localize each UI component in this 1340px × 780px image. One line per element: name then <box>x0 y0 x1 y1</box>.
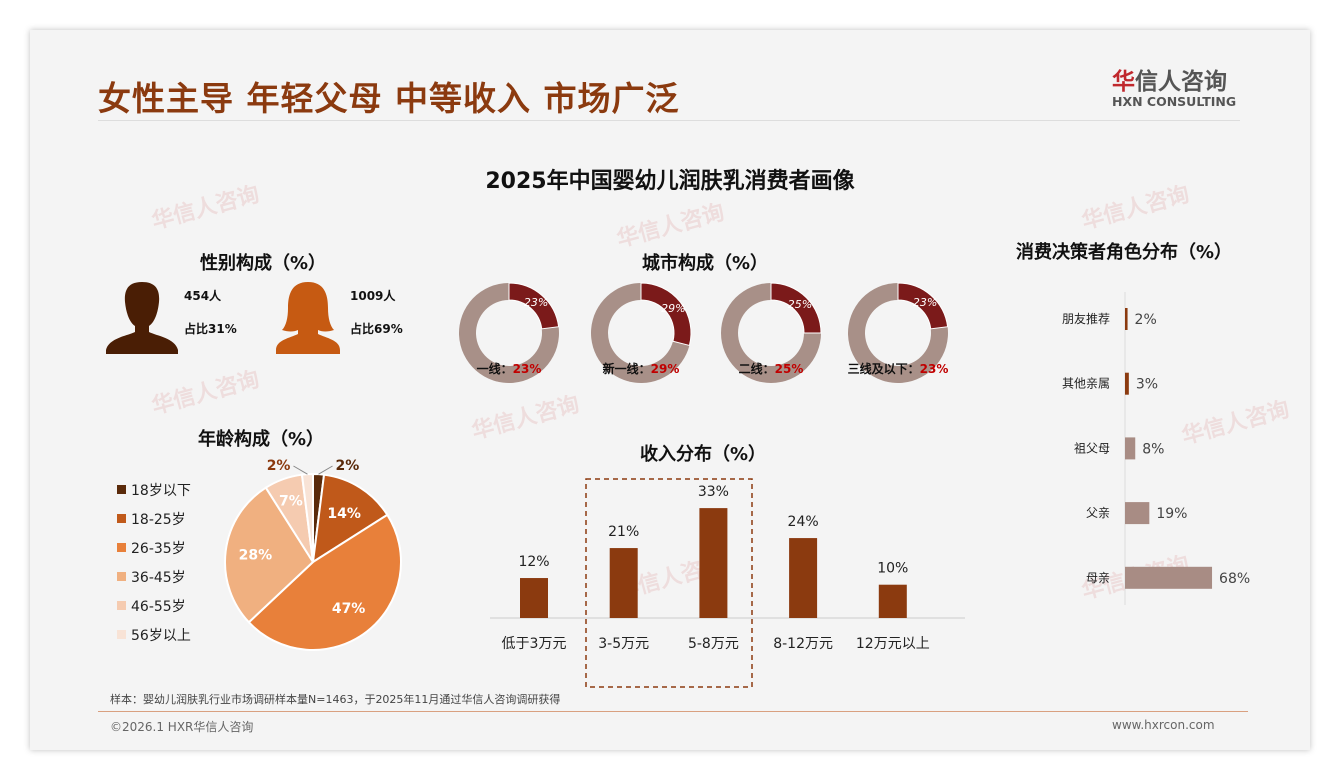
pie-label: 47% <box>332 601 366 617</box>
website-url: www.hxrcon.com <box>1112 718 1215 732</box>
decision-bar <box>1125 502 1150 525</box>
sample-note: 样本：婴幼儿润肤乳行业市场调研样本量N=1463，于2025年11月通过华信人咨… <box>110 693 561 706</box>
donut-segment <box>770 282 822 334</box>
male-share: 占比31% <box>184 322 237 336</box>
legend-label: 36-45岁 <box>131 570 186 586</box>
income-value-label: 21% <box>608 524 639 540</box>
decision-category-label: 母亲 <box>1086 571 1110 585</box>
decision-category-label: 父亲 <box>1086 506 1110 520</box>
female-count: 1009人 <box>350 289 396 303</box>
pie-leader-line <box>293 465 308 475</box>
income-bar <box>789 538 818 618</box>
age-title: 年龄构成（%） <box>198 429 325 450</box>
donut-rest <box>721 283 821 384</box>
donut-segment <box>640 282 692 347</box>
income-category-label: 5-8万元 <box>688 636 739 652</box>
donut-rest <box>590 283 690 383</box>
pie-leader-line <box>318 465 333 475</box>
female-icon <box>276 282 340 354</box>
legend-label: 18岁以下 <box>131 483 191 499</box>
decision-title: 消费决策者角色分布（%） <box>1016 242 1233 263</box>
income-title: 收入分布（%） <box>640 444 767 465</box>
decision-value-label: 19% <box>1156 506 1187 522</box>
donut-category-label: 二线：25% <box>739 361 804 376</box>
pie-label: 2% <box>336 458 360 474</box>
city-title: 城市构成（%） <box>642 253 769 274</box>
pie-slice <box>224 486 315 624</box>
highlight-box <box>585 478 753 688</box>
slide: 女性主导 年轻父母 中等收入 市场广泛 华信人咨询 HXN CONSULTING… <box>30 30 1310 750</box>
male-count: 454人 <box>184 289 222 303</box>
logo: 华信人咨询 <box>1112 69 1227 95</box>
donut-segment <box>508 282 560 330</box>
pie-label: 2% <box>267 458 291 474</box>
pie-label: 14% <box>327 506 361 522</box>
copyright: ©2026.1 HXR华信人咨询 <box>110 720 254 734</box>
legend-label: 26-35岁 <box>131 541 186 557</box>
pie-label: 7% <box>279 494 303 510</box>
legend-label: 56岁以上 <box>131 628 191 644</box>
decision-value-label: 3% <box>1136 377 1158 393</box>
income-bar <box>609 548 638 618</box>
donut-value-label: 23% <box>524 296 548 309</box>
legend-swatch <box>117 601 126 610</box>
pie-label: 28% <box>239 548 273 564</box>
income-bar <box>699 508 728 618</box>
footer-divider <box>98 711 1248 712</box>
decision-value-label: 68% <box>1219 571 1250 587</box>
income-category-label: 8-12万元 <box>773 636 833 652</box>
income-value-label: 10% <box>877 561 908 577</box>
income-bar <box>520 578 548 618</box>
slide-title: 女性主导 年轻父母 中等收入 市场广泛 <box>98 79 680 118</box>
income-category-label: 低于3万元 <box>502 636 567 652</box>
legend-swatch <box>117 514 126 523</box>
decision-bar <box>1125 372 1129 395</box>
decision-category-label: 朋友推荐 <box>1062 312 1110 326</box>
legend-swatch <box>117 572 126 581</box>
legend-label: 46-55岁 <box>131 599 186 615</box>
decision-category-label: 祖父母 <box>1074 440 1110 455</box>
income-category-label: 3-5万元 <box>598 636 649 652</box>
income-bar <box>878 584 907 618</box>
income-value-label: 24% <box>788 514 819 530</box>
donut-category-label: 三线及以下：23% <box>848 361 949 376</box>
legend-swatch <box>117 485 126 494</box>
decision-bar <box>1125 308 1128 330</box>
decision-category-label: 其他亲属 <box>1062 377 1110 391</box>
charts-canvas: 23% 一线：23% 29% 新一线：29% 25% 二线：25% 23% 三线及以下：23%… <box>117 282 1250 688</box>
donut-rest <box>848 283 948 384</box>
donut-value-label: 23% <box>913 296 937 309</box>
legend-label: 18-25岁 <box>131 512 186 528</box>
donut-segment <box>897 282 949 330</box>
logo-en: HXN CONSULTING <box>1112 94 1237 109</box>
main-title: 2025年中国婴幼儿润肤乳消费者画像 <box>485 169 855 194</box>
decision-value-label: 8% <box>1142 441 1164 457</box>
donut-category-label: 一线：23% <box>477 361 542 376</box>
decision-value-label: 2% <box>1135 312 1157 328</box>
legend-swatch <box>117 543 126 552</box>
donut-value-label: 29% <box>661 302 685 315</box>
gender-title: 性别构成（%） <box>200 253 327 274</box>
decision-bar <box>1125 566 1213 589</box>
income-value-label: 12% <box>518 554 549 570</box>
income-value-label: 33% <box>698 484 729 500</box>
income-category-label: 12万元以上 <box>856 636 930 652</box>
donut-value-label: 25% <box>788 298 812 311</box>
decision-bar <box>1125 437 1136 460</box>
pie-slice <box>300 472 314 563</box>
legend-swatch <box>117 630 126 639</box>
female-share: 占比69% <box>350 322 403 336</box>
pie-slice <box>247 513 402 651</box>
male-icon <box>106 282 178 354</box>
divider <box>98 120 1240 121</box>
donut-category-label: 新一线：29% <box>603 361 680 376</box>
donut-rest <box>458 283 559 384</box>
pie-slice <box>311 473 389 564</box>
